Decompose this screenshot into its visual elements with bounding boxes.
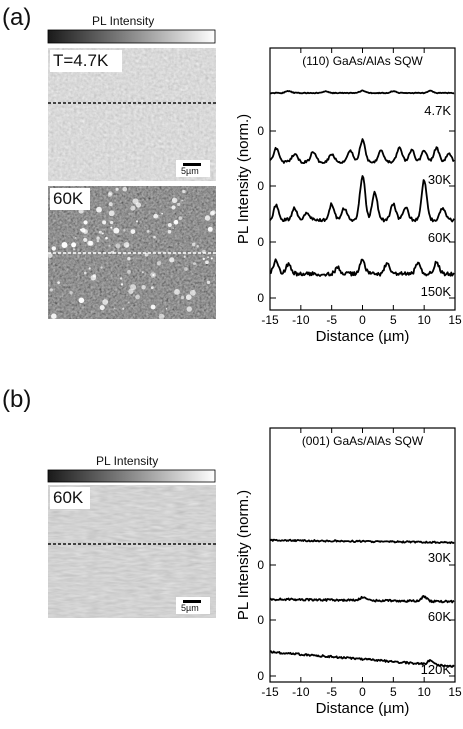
series-line-150K [269,258,455,277]
x-tick-label: 5 [390,313,397,327]
colorbar-b-label: PL Intensity [96,454,159,468]
y-zero-label: 0 [257,558,264,572]
panel-a-label: (a) [2,4,32,31]
temp-label-b: 60K [53,488,84,507]
x-axis-label: Distance (µm) [316,328,410,345]
x-tick-label: 0 [359,313,366,327]
series-line-30K [269,538,455,545]
series-label-60K: 60K [428,230,451,245]
x-tick-label: -5 [326,685,337,699]
chart-title: (001) GaAs/AlAs SQW [302,434,424,448]
series-line-60K [269,595,455,604]
x-tick-label: -15 [261,313,279,327]
chart-a: (110) GaAs/AlAs SQW -15 -10 -5 0 5 10 15 Distanc… [235,47,462,345]
y-axis-label: PL Intensity (norm.) [235,114,252,244]
bright-spots [47,186,216,320]
x-tick-label: 10 [417,685,431,699]
x-tick-label: 0 [359,685,366,699]
x-tick-label: -5 [326,313,337,327]
scalebar-top [183,163,201,166]
x-tick-label: 5 [390,685,397,699]
series-line-120K [270,650,455,668]
chart-b: (001) GaAs/AlAs SQW -15 -10 -5 0 5 10 15 Distanc… [235,427,462,717]
x-tick-label: 15 [448,685,462,699]
series-label-30K: 30K [428,550,451,565]
y-zero-label: 0 [257,124,264,138]
y-zero-label: 0 [257,235,264,249]
y-zero-label: 0 [257,613,264,627]
y-axis-label: PL Intensity (norm.) [235,490,252,620]
x-tick-label: -10 [292,313,310,327]
temp-label-bg-bottom [50,188,90,210]
colorbar-b [47,469,216,483]
series-label-60K: 60K [428,609,451,624]
temp-label-bg-top [50,50,122,72]
x-tick-label: -15 [261,685,279,699]
temp-label-top: T=4.7K [53,51,109,70]
panel-b-label: (b) [2,386,32,413]
x-axis-label: Distance (µm) [316,700,410,717]
chart-title: (110) GaAs/AlAs SQW [302,54,423,68]
temp-label-bottom: 60K [53,189,84,208]
series-label-30K: 30K [428,172,451,187]
x-tick-label: 10 [417,313,431,327]
scalebar-label-top: 5µm [181,166,199,176]
y-zero-label: 0 [257,179,264,193]
x-tick-label: 15 [448,313,462,327]
colorbar-a-label: PL Intensity [92,14,155,28]
series-line-60K [269,175,455,223]
y-zero-label: 0 [257,291,264,305]
series-label-150K: 150K [421,284,452,299]
scalebar-b [183,600,201,603]
x-tick-label: -10 [292,685,310,699]
series-label-4.7K: 4.7K [424,103,451,118]
scalebar-label-b: 5µm [181,603,199,613]
series-label-120K: 120K [421,662,452,677]
colorbar-a [47,29,216,44]
series-line-4.7K [269,89,455,95]
y-zero-label: 0 [257,669,264,683]
temp-label-bg-b [50,487,90,509]
series-line-30K [269,138,455,164]
